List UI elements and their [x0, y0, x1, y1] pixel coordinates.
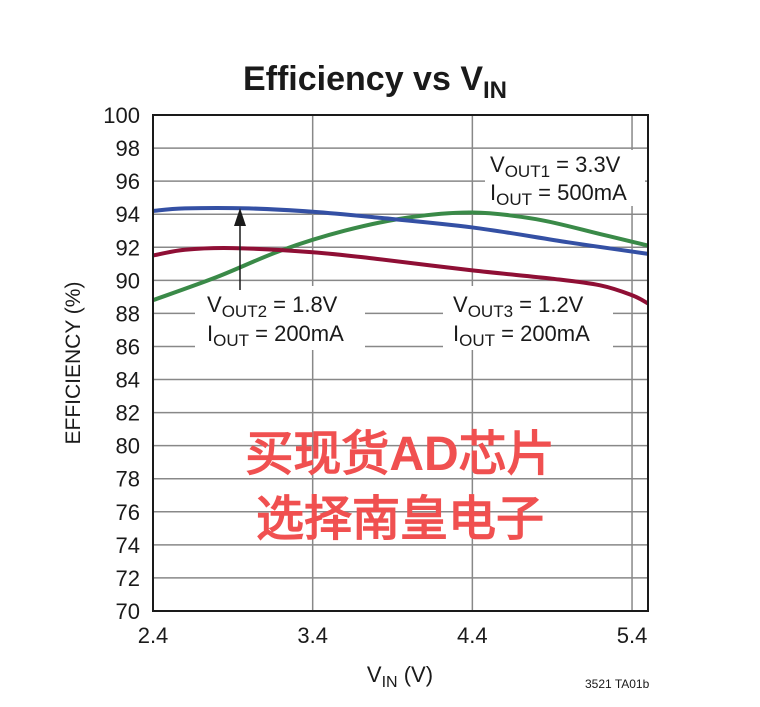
svg-text:VOUT1 = 3.3V: VOUT1 = 3.3V: [490, 152, 621, 181]
vout2-arrow-head: [234, 208, 246, 226]
x-axis-label: VIN (V): [367, 662, 433, 691]
series-line-2: [152, 206, 649, 256]
y-tick-label: 90: [116, 268, 140, 293]
y-tick-label: 84: [116, 368, 140, 393]
y-tick-label: 80: [116, 434, 140, 459]
y-tick-label: 76: [116, 500, 140, 525]
y-tick-label: 100: [103, 103, 140, 128]
annotation-vout2: VOUT2 = 1.8V IOUT = 200mA: [207, 292, 344, 350]
y-tick-label: 82: [116, 401, 140, 426]
annotation-bg: [443, 286, 613, 350]
y-tick-labels: 70 72 74 76 78 80 82 84 86 88 90 92 94 96 98 100: [103, 103, 140, 624]
svg-text:IOUT = 200mA: IOUT = 200mA: [453, 321, 590, 350]
chart-title: Efficiency vs VIN: [243, 60, 507, 104]
y-axis-label: EFFICIENCY (%): [62, 282, 85, 445]
annotation-vout3: VOUT3 = 1.2V IOUT = 200mA: [453, 292, 590, 350]
series-line-3: [152, 245, 649, 306]
figure-id: 3521 TA01b: [585, 677, 650, 691]
annotation-vout1: VOUT1 = 3.3V IOUT = 500mA: [490, 152, 627, 209]
series-line-1: [152, 210, 649, 303]
series-lines: [152, 206, 649, 306]
x-tick-labels: 2.4 3.4 4.4 5.4: [138, 623, 648, 648]
y-tick-label: 74: [116, 533, 140, 558]
y-tick-label: 88: [116, 301, 140, 326]
y-tick-label: 78: [116, 467, 140, 492]
annotation-bg: [485, 150, 645, 206]
plot-frame: [152, 114, 649, 612]
x-tick-label: 4.4: [457, 623, 488, 648]
svg-text:IOUT = 200mA: IOUT = 200mA: [207, 321, 344, 350]
y-tick-label: 86: [116, 334, 140, 359]
y-tick-label: 96: [116, 169, 140, 194]
svg-text:VOUT2 = 1.8V: VOUT2 = 1.8V: [207, 292, 338, 321]
svg-text:IOUT = 500mA: IOUT = 500mA: [490, 180, 627, 209]
x-tick-label: 5.4: [617, 623, 648, 648]
y-tick-label: 94: [116, 202, 140, 227]
y-tick-label: 70: [116, 599, 140, 624]
svg-text:VOUT3 = 1.2V: VOUT3 = 1.2V: [453, 292, 584, 321]
y-tick-label: 72: [116, 566, 140, 591]
watermark: 买现货AD芯片选择南皇电子: [245, 428, 554, 546]
x-tick-label: 2.4: [138, 623, 169, 648]
annotation-backgrounds: [195, 150, 645, 350]
x-tick-label: 3.4: [297, 623, 328, 648]
watermark-text: 买现货AD芯片选择南皇电子: [245, 428, 554, 546]
y-tick-label: 98: [116, 136, 140, 161]
annotation-bg: [195, 286, 365, 350]
y-tick-label: 92: [116, 235, 140, 260]
